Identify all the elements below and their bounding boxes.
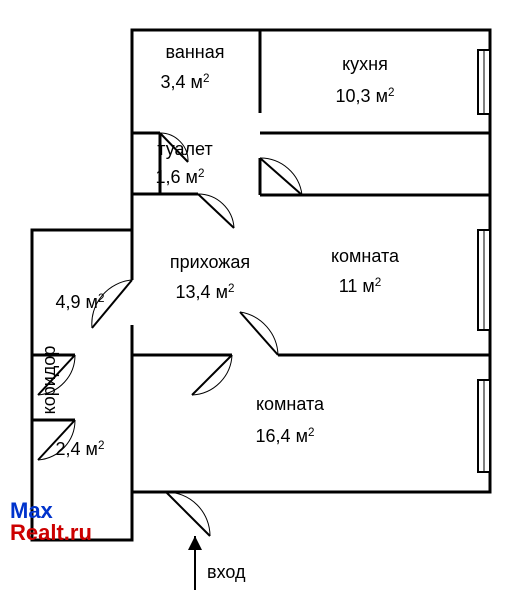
svg-text:2,4 м2: 2,4 м2	[56, 439, 105, 460]
svg-text:туалет: туалет	[157, 139, 212, 159]
floorplan-diagram: ванная 3,4 м2 кухня 10,3 м2 туалет 1,6 м2 прих…	[0, 0, 507, 600]
svg-text:10,3 м2: 10,3 м2	[336, 86, 395, 107]
svg-text:коридор: коридор	[39, 346, 59, 415]
svg-text:комната: комната	[331, 246, 400, 266]
svg-text:ванная: ванная	[165, 42, 224, 62]
svg-text:13,4 м2: 13,4 м2	[176, 282, 235, 303]
svg-text:4,9 м2: 4,9 м2	[56, 292, 105, 313]
svg-text:прихожая: прихожая	[170, 252, 250, 272]
svg-text:1,6 м2: 1,6 м2	[156, 167, 205, 188]
svg-text:16,4 м2: 16,4 м2	[256, 426, 315, 447]
svg-text:комната: комната	[256, 394, 325, 414]
svg-text:3,4 м2: 3,4 м2	[161, 72, 210, 93]
svg-text:11 м2: 11 м2	[339, 276, 382, 297]
svg-text:вход: вход	[207, 562, 246, 582]
svg-text:кухня: кухня	[342, 54, 388, 74]
watermark-line2: Realt.ru	[10, 520, 92, 546]
